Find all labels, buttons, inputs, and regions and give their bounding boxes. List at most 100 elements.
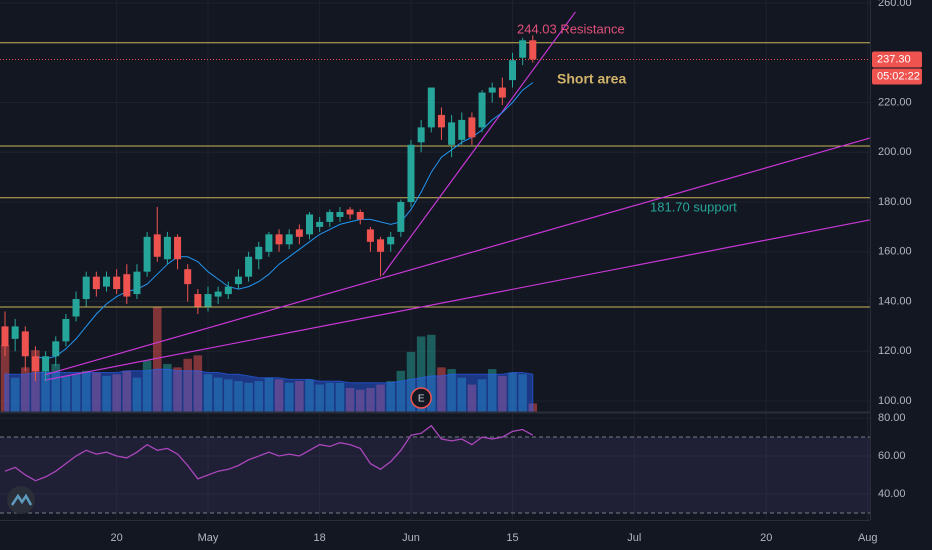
volume-bar xyxy=(325,382,335,412)
candle-body xyxy=(458,119,466,140)
candle-body xyxy=(31,356,39,372)
candle-body xyxy=(143,236,151,272)
logo-mark xyxy=(10,493,33,506)
y-tick-label: 140.00 xyxy=(878,295,912,307)
volume-bar xyxy=(396,370,406,412)
volume-bar xyxy=(284,382,294,412)
annotation: 244.03 Resistance xyxy=(517,21,625,36)
y-tick-label: 260.00 xyxy=(878,0,912,9)
candle-body xyxy=(92,276,100,290)
x-tick-label: 20 xyxy=(760,532,772,544)
candle-body xyxy=(346,209,354,215)
y-tick-label: 220.00 xyxy=(878,96,912,108)
volume-bar xyxy=(244,382,253,412)
candle-body xyxy=(498,87,506,98)
x-tick-label: 15 xyxy=(506,532,518,544)
volume-bar xyxy=(213,377,223,412)
volume-bar xyxy=(315,384,324,412)
candle-body xyxy=(417,127,425,143)
volume-layer xyxy=(0,307,538,412)
candle-body xyxy=(316,221,324,227)
x-tick-label: Jun xyxy=(402,532,420,544)
candle-body xyxy=(519,40,527,58)
volume-bar xyxy=(427,334,436,412)
x-tick-label: May xyxy=(198,532,219,544)
volume-ma-area xyxy=(4,368,534,412)
event-marker xyxy=(410,387,432,409)
volume-bar xyxy=(132,377,142,412)
volume-bar xyxy=(356,389,365,412)
candle-body xyxy=(234,276,242,285)
overlay: 237.30 05:02:22 244.03 Resistance Short are… xyxy=(0,21,922,409)
candle-body xyxy=(295,229,303,237)
candle-body xyxy=(366,229,374,242)
volume-bar xyxy=(437,367,446,412)
candle-body xyxy=(82,276,90,300)
candle-body xyxy=(62,318,70,342)
x-tick-label: 20 xyxy=(111,532,123,544)
volume-bar xyxy=(122,370,132,412)
candle-body xyxy=(113,276,121,290)
volume-bar xyxy=(254,381,263,412)
candle-body xyxy=(123,274,131,297)
volume-bar xyxy=(467,384,477,412)
candle-body xyxy=(509,60,516,81)
candle-body xyxy=(448,122,456,145)
volume-bar xyxy=(406,351,416,412)
volume-bar xyxy=(518,374,527,412)
volume-bar xyxy=(274,379,284,412)
x-tick-label: Aug xyxy=(858,532,878,544)
volume-bar xyxy=(183,358,192,412)
candle-body xyxy=(427,87,435,128)
candles xyxy=(1,35,537,382)
countdown-box xyxy=(872,68,922,85)
volume-bar xyxy=(153,307,162,412)
trendline xyxy=(382,11,576,276)
y-tick-label: 200.00 xyxy=(878,146,912,158)
candle-body xyxy=(285,234,293,245)
event-label: E xyxy=(418,394,425,405)
volume-bar xyxy=(234,381,243,412)
moving-average xyxy=(35,82,534,360)
volume-bar xyxy=(457,377,466,412)
rsi-band xyxy=(0,437,870,513)
candle-body xyxy=(529,40,537,60)
candle-body xyxy=(275,234,283,245)
volume-bar xyxy=(416,336,426,412)
volume-bar xyxy=(51,363,60,412)
x-tick-label: Jul xyxy=(627,532,641,544)
volume-bar xyxy=(264,377,274,412)
volume-bar xyxy=(295,381,304,412)
volume-bar xyxy=(163,363,172,412)
volume-bar xyxy=(366,387,375,412)
y-tick-label: 180.00 xyxy=(878,196,912,208)
candle-body xyxy=(1,326,9,347)
drawings xyxy=(0,11,870,381)
candle-body xyxy=(265,234,273,252)
volume-bar xyxy=(193,355,203,412)
candle-body xyxy=(326,211,334,222)
candle-body xyxy=(42,356,50,372)
candle-body xyxy=(184,269,192,285)
volume-bar xyxy=(386,381,395,412)
candle-body xyxy=(204,294,212,307)
candle-body xyxy=(356,211,364,220)
candle-body xyxy=(407,144,415,203)
rsi-panel xyxy=(0,424,870,514)
volume-bar xyxy=(477,379,487,412)
volume-bar xyxy=(345,387,355,412)
y-tick-label: 120.00 xyxy=(878,345,912,357)
y-tick-label: 100.00 xyxy=(878,395,912,407)
annotation: Short area xyxy=(557,71,626,87)
candle-body xyxy=(214,291,222,297)
candle-body xyxy=(397,202,405,232)
candle-body xyxy=(255,246,263,260)
volume-bar xyxy=(447,369,456,412)
volume-bar xyxy=(61,375,71,412)
trendline xyxy=(44,219,870,381)
candle-body xyxy=(72,299,80,317)
trendline xyxy=(44,137,870,376)
candle-body xyxy=(224,286,232,295)
